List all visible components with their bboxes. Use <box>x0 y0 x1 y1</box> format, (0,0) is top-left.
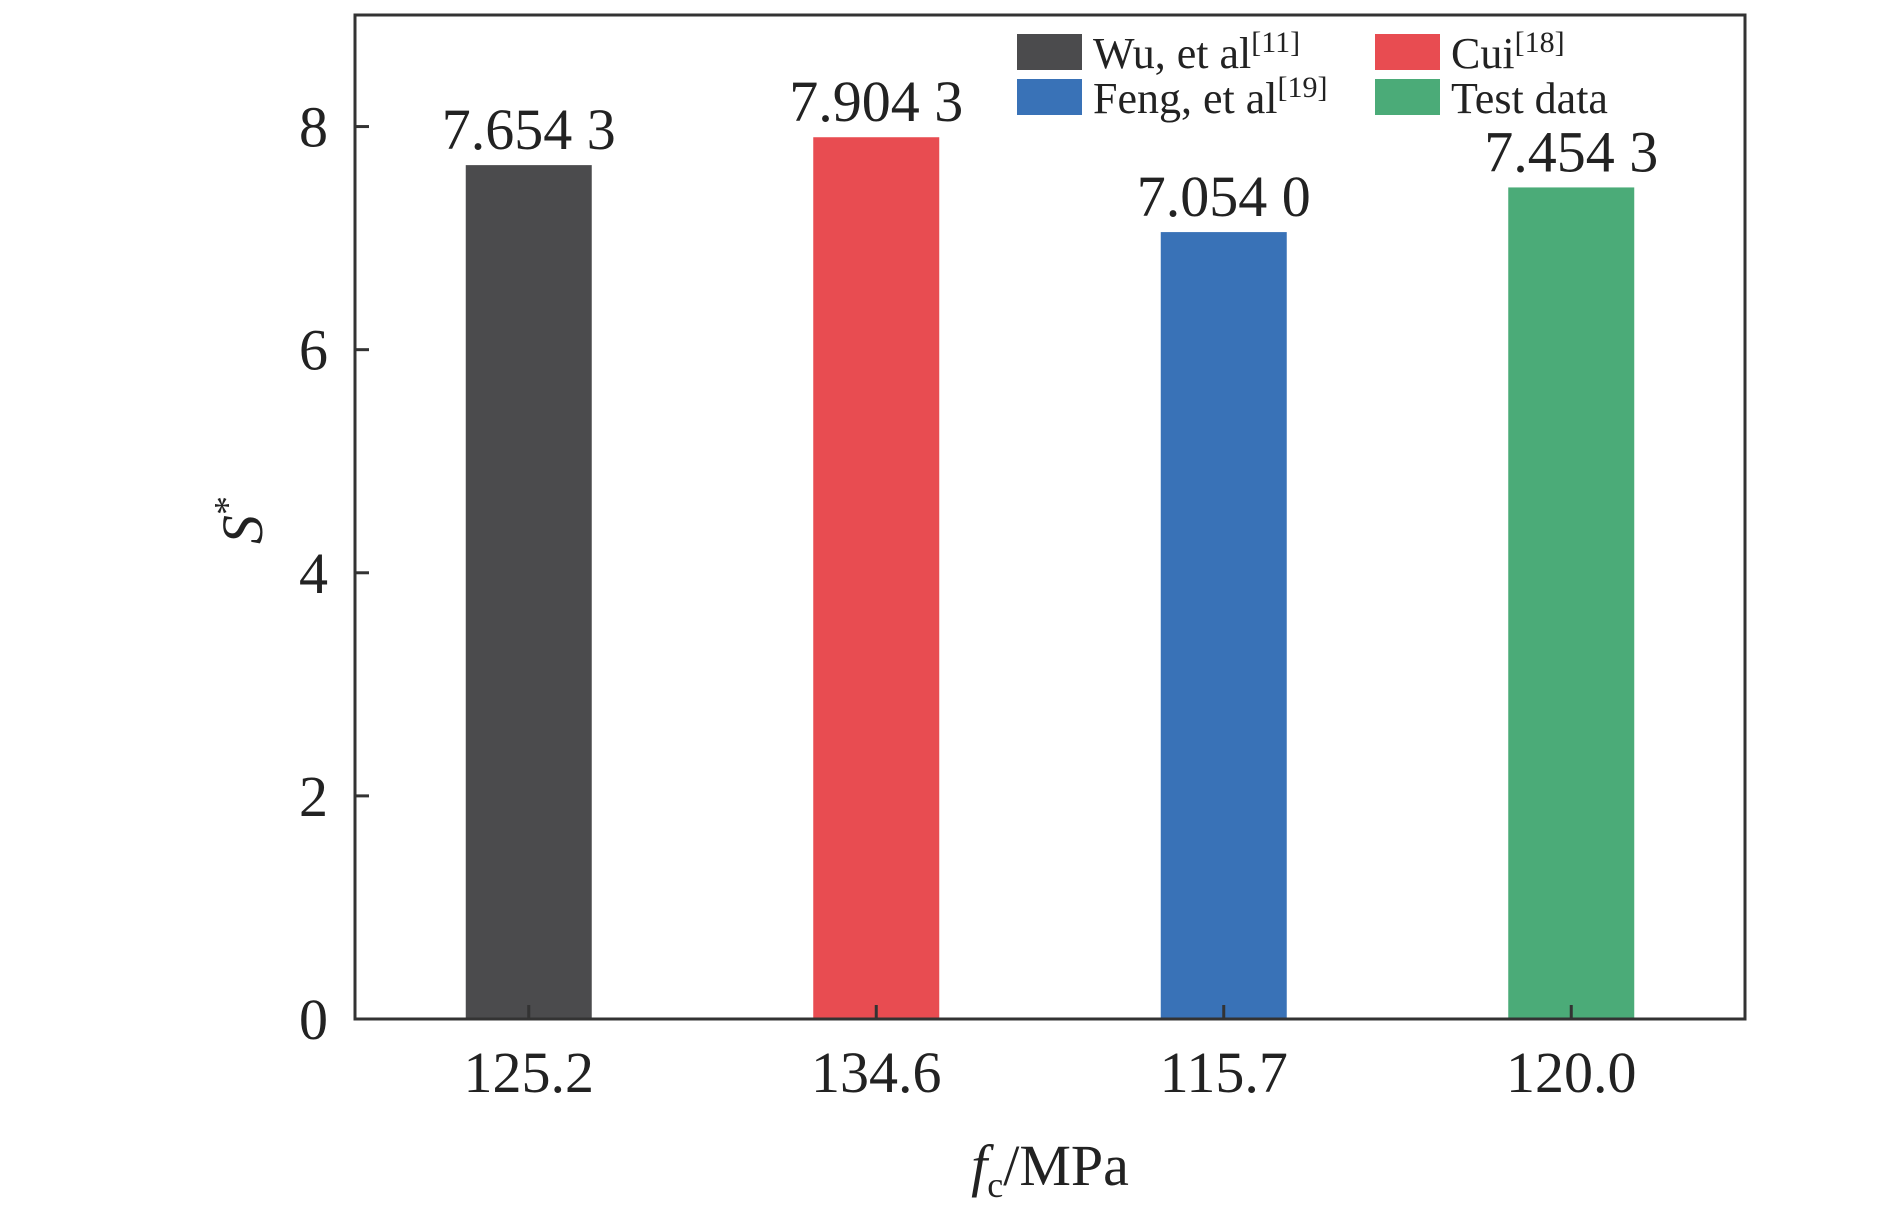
legend-entry-1-ref: [18] <box>1515 26 1565 59</box>
data-labels-layer: 7.654 3 7.904 3 7.054 0 7.454 3 <box>442 69 1659 229</box>
legend-entry-0: Wu, et al[11] <box>1093 26 1300 78</box>
bar-1 <box>813 137 940 1019</box>
legend-entry-1: Cui[18] <box>1451 26 1565 78</box>
x-tick-label-1: 134.6 <box>811 1040 942 1105</box>
y-tick-label-1: 2 <box>299 764 328 829</box>
x-tick-label-0: 125.2 <box>464 1040 595 1105</box>
y-tick-label-0: 0 <box>299 987 328 1052</box>
bar-2 <box>1160 232 1287 1020</box>
bar-3 <box>1508 187 1635 1020</box>
x-tick-label-2: 115.7 <box>1160 1040 1288 1105</box>
plot-frame <box>353 13 1747 1021</box>
legend-entry-2-ref: [19] <box>1278 71 1328 104</box>
data-label-1: 7.904 3 <box>789 69 963 134</box>
legend-entry-0-name: Wu, et al <box>1093 29 1251 78</box>
data-label-2: 7.054 0 <box>1137 164 1311 229</box>
legend: Wu, et al[11] Cui[18] Feng, et al[19] Te… <box>1017 26 1608 123</box>
bar-0 <box>465 165 592 1020</box>
y-axis: 0 2 4 6 8 <box>299 95 369 1052</box>
y-axis-title-sup: * <box>207 496 249 515</box>
y-tick-label-2: 4 <box>299 541 328 606</box>
x-axis-title: fc/MPa <box>971 1133 1129 1205</box>
legend-swatch-1 <box>1375 34 1440 70</box>
legend-entry-2: Feng, et al[19] <box>1093 71 1328 123</box>
legend-swatch-3 <box>1375 79 1440 115</box>
legend-entry-3: Test data <box>1451 74 1608 123</box>
data-label-3: 7.454 3 <box>1484 119 1658 184</box>
y-axis-title: S* <box>207 496 275 544</box>
x-tick-label-3: 120.0 <box>1506 1040 1637 1105</box>
bars-layer <box>465 137 1635 1020</box>
legend-entry-0-ref: [11] <box>1251 26 1300 59</box>
y-tick-label-4: 8 <box>299 95 328 160</box>
legend-swatch-2 <box>1017 79 1082 115</box>
x-axis-title-sub: c <box>987 1165 1003 1205</box>
x-axis-title-rest: /MPa <box>1003 1133 1129 1198</box>
y-tick-label-3: 6 <box>299 318 328 383</box>
data-label-0: 7.654 3 <box>442 97 616 162</box>
y-axis-title-main: S <box>210 515 275 544</box>
legend-entry-3-name: Test data <box>1451 74 1608 123</box>
legend-swatch-0 <box>1017 34 1082 70</box>
x-axis: 125.2 134.6 115.7 120.0 <box>464 1005 1637 1105</box>
legend-entry-1-name: Cui <box>1451 29 1515 78</box>
legend-entry-2-name: Feng, et al <box>1093 74 1278 123</box>
